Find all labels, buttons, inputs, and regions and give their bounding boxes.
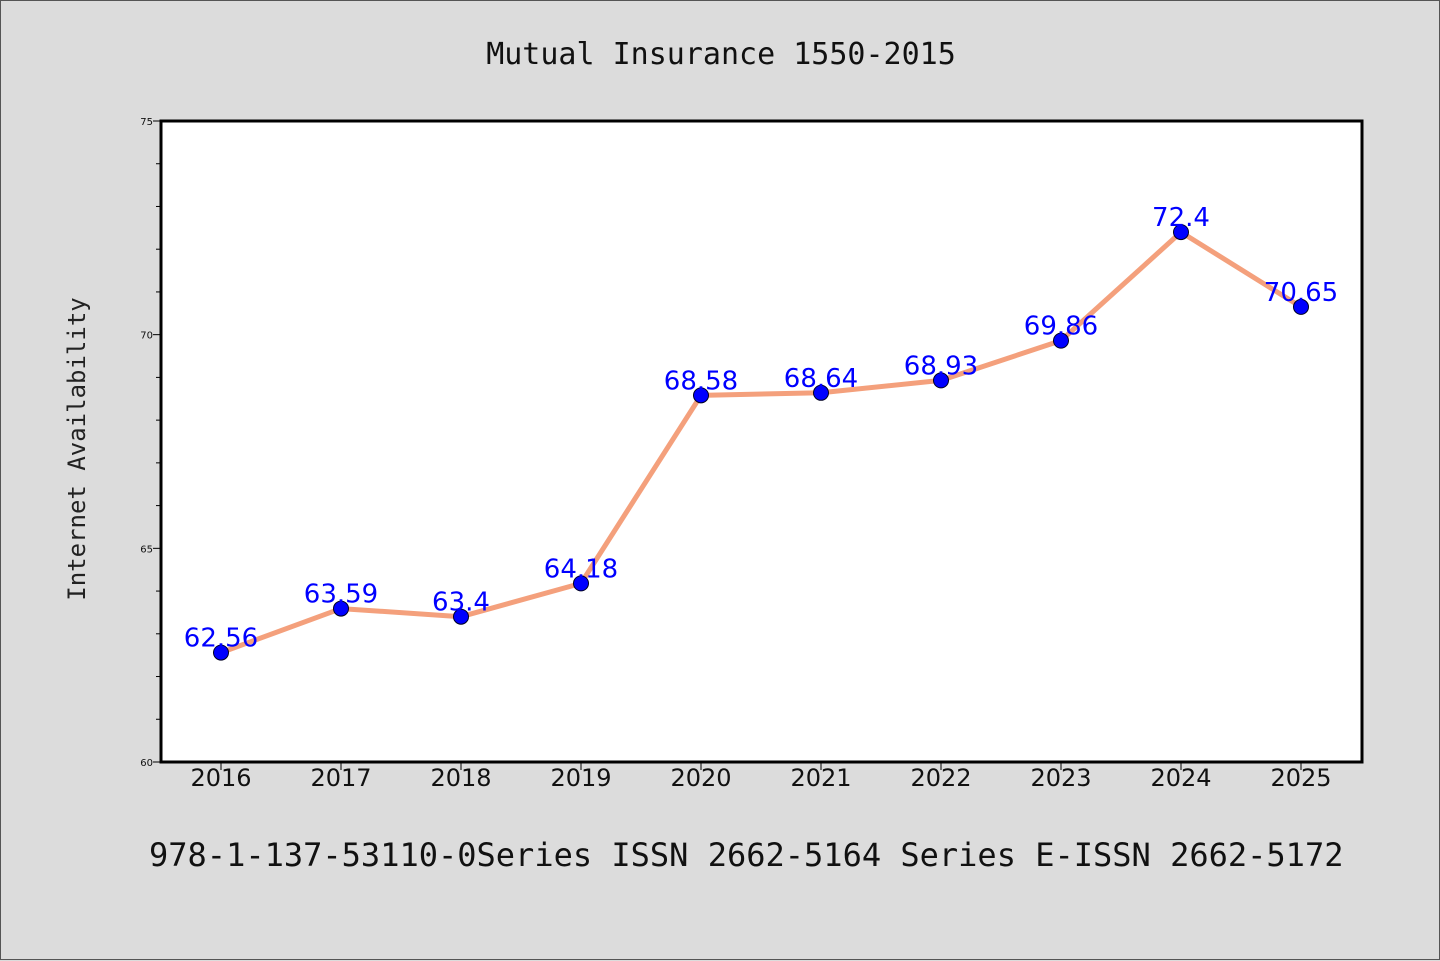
data-label: 68.58 bbox=[664, 366, 738, 396]
data-point bbox=[813, 384, 829, 401]
data-point bbox=[693, 387, 709, 404]
data-label: 63.4 bbox=[432, 588, 490, 618]
data-label: 72.4 bbox=[1152, 203, 1210, 233]
series-line bbox=[220, 229, 1303, 655]
data-label: 68.93 bbox=[904, 351, 978, 381]
data-point bbox=[213, 644, 229, 661]
y-tick-label: 70 bbox=[140, 331, 153, 342]
data-point bbox=[1293, 298, 1309, 315]
chart-title: Mutual Insurance 1550-2015 bbox=[486, 37, 956, 72]
y-axis-label: Internet Availability bbox=[63, 297, 91, 600]
data-point bbox=[453, 608, 469, 625]
x-tick-label: 2020 bbox=[670, 764, 731, 792]
data-label: 70.65 bbox=[1264, 278, 1338, 308]
series-layer bbox=[213, 224, 1309, 661]
data-point bbox=[1053, 332, 1069, 349]
data-label: 64.18 bbox=[544, 554, 618, 584]
data-point bbox=[573, 575, 589, 592]
data-point bbox=[933, 372, 949, 389]
y-tick-label: 75 bbox=[140, 117, 153, 128]
data-label: 68.64 bbox=[784, 364, 858, 394]
data-label: 69.86 bbox=[1024, 312, 1098, 342]
x-tick-label: 2024 bbox=[1150, 764, 1211, 792]
x-tick-label: 2019 bbox=[550, 764, 611, 792]
data-point bbox=[1173, 224, 1189, 241]
data-label: 63.59 bbox=[304, 580, 378, 610]
y-axis: 60 65 70 75 bbox=[140, 117, 161, 769]
x-axis: 2016 2017 2018 2019 2020 2021 2022 2023 2024 2025 bbox=[190, 762, 1332, 792]
x-tick-label: 2021 bbox=[790, 764, 851, 792]
x-tick-label: 2023 bbox=[1030, 764, 1091, 792]
plot-area bbox=[159, 119, 1364, 764]
x-tick-label: 2022 bbox=[910, 764, 971, 792]
x-tick-label: 2017 bbox=[310, 764, 371, 792]
data-label: 62.56 bbox=[184, 624, 258, 654]
y-tick-label: 60 bbox=[140, 758, 153, 769]
x-tick-label: 2025 bbox=[1270, 764, 1331, 792]
y-tick-label: 65 bbox=[140, 544, 153, 555]
data-label-layer: 62.56 63.59 63.4 64.18 68.58 68.64 68.93 69.86 7… bbox=[184, 203, 1338, 653]
data-point bbox=[333, 600, 349, 617]
x-tick-label: 2018 bbox=[430, 764, 491, 792]
footer-text: 978-1-137-53110-0Series ISSN 2662-5164 S… bbox=[149, 836, 1343, 874]
x-tick-label: 2016 bbox=[190, 764, 251, 792]
